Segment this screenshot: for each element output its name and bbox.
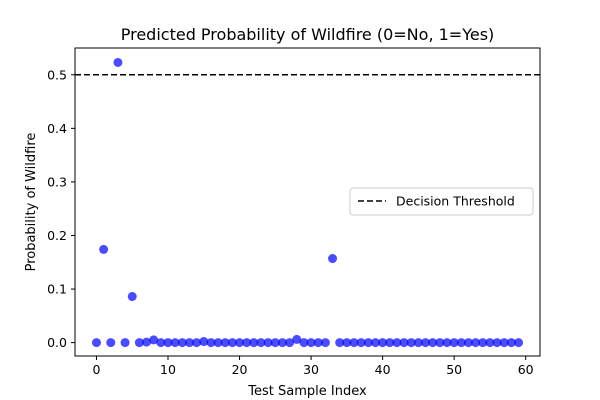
data-point — [499, 338, 509, 348]
data-point — [256, 338, 266, 348]
y-tick-label: 0.0 — [47, 335, 67, 350]
data-point — [285, 338, 295, 348]
data-point — [184, 338, 194, 348]
data-point — [328, 254, 338, 264]
data-point — [463, 338, 473, 348]
y-tick-label: 0.1 — [47, 282, 67, 297]
points-layer — [91, 57, 524, 348]
data-point — [99, 244, 109, 254]
data-point — [142, 337, 152, 347]
x-tick-label: 50 — [446, 362, 462, 377]
y-tick-label: 0.4 — [47, 121, 67, 136]
data-point — [292, 334, 302, 344]
data-point — [299, 338, 309, 348]
data-point — [378, 338, 388, 348]
data-point — [113, 57, 123, 67]
data-point — [227, 338, 237, 348]
data-point — [213, 338, 223, 348]
data-point — [270, 338, 280, 348]
data-point — [249, 338, 259, 348]
data-point — [435, 338, 445, 348]
data-point — [134, 338, 144, 348]
data-point — [406, 338, 416, 348]
data-point — [313, 338, 323, 348]
data-point — [192, 338, 202, 348]
data-point — [120, 338, 130, 348]
x-axis: 0 10 20 30 40 50 60 — [92, 356, 534, 377]
y-tick-label: 0.3 — [47, 174, 67, 189]
data-point — [413, 338, 423, 348]
data-point — [220, 338, 230, 348]
data-point — [385, 338, 395, 348]
legend-box — [349, 187, 534, 216]
data-point — [456, 338, 466, 348]
data-point — [177, 338, 187, 348]
data-point — [342, 338, 352, 348]
data-point — [91, 338, 101, 348]
data-point — [363, 338, 373, 348]
data-point — [485, 338, 495, 348]
data-point — [127, 292, 137, 302]
data-point — [514, 338, 524, 348]
y-tick-label: 0.5 — [47, 67, 67, 82]
data-point — [421, 338, 431, 348]
x-tick-label: 10 — [160, 362, 176, 377]
data-point — [349, 338, 359, 348]
y-axis-label: Probability of Wildfire — [24, 133, 39, 272]
x-tick-label: 40 — [375, 362, 391, 377]
data-point — [206, 338, 216, 348]
data-point — [335, 338, 345, 348]
data-point — [277, 338, 287, 348]
x-tick-label: 0 — [92, 362, 100, 377]
data-point — [399, 338, 409, 348]
legend-label: Decision Threshold — [396, 194, 515, 209]
data-point — [370, 338, 380, 348]
data-point — [199, 337, 209, 347]
chart-title: Predicted Probability of Wildfire (0=No,… — [121, 25, 495, 44]
x-tick-label: 20 — [232, 362, 248, 377]
data-point — [492, 338, 502, 348]
data-point — [449, 338, 459, 348]
data-point — [392, 338, 402, 348]
y-axis: 0.0 0.1 0.2 0.3 0.4 0.5 — [47, 67, 75, 350]
data-point — [306, 338, 316, 348]
data-point — [471, 338, 481, 348]
data-point — [356, 338, 366, 348]
x-tick-label: 60 — [518, 362, 534, 377]
legend: Decision Threshold — [349, 187, 534, 216]
data-point — [442, 338, 452, 348]
data-point — [156, 338, 166, 348]
data-point — [235, 338, 245, 348]
data-point — [506, 338, 516, 348]
plot-area — [74, 47, 541, 357]
data-point — [478, 338, 488, 348]
data-point — [242, 338, 252, 348]
y-tick-label: 0.2 — [47, 228, 67, 243]
plot-frame — [74, 47, 541, 357]
data-point — [106, 338, 116, 348]
data-point — [320, 338, 330, 348]
data-point — [428, 338, 438, 348]
data-point — [163, 338, 173, 348]
data-point — [149, 335, 159, 345]
x-axis-label: Test Sample Index — [247, 384, 367, 399]
x-tick-label: 30 — [303, 362, 319, 377]
data-point — [263, 338, 273, 348]
data-point — [170, 338, 180, 348]
